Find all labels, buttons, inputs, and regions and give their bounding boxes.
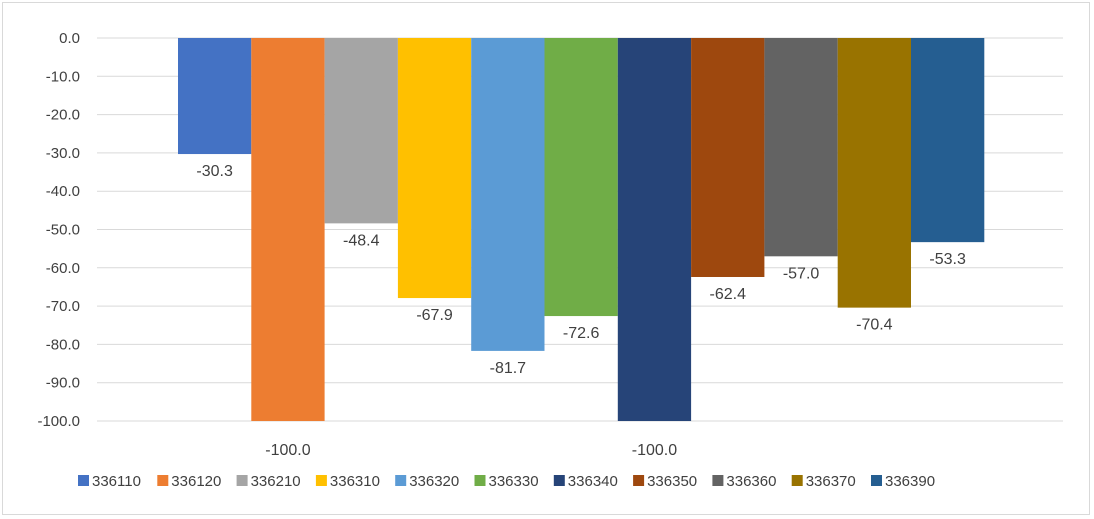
- bar-336350: [691, 38, 765, 277]
- data-label-336320: -81.7: [490, 360, 527, 377]
- legend-swatch-336360: [712, 475, 724, 486]
- bars: [178, 38, 985, 421]
- bar-336310: [397, 38, 472, 299]
- data-label-336350: -62.4: [710, 286, 747, 303]
- legend-swatch-336350: [633, 475, 645, 486]
- legend-label-336210: 336210: [251, 473, 301, 490]
- y-tick-label: -60.0: [46, 260, 80, 277]
- bar-336110: [178, 38, 252, 155]
- y-tick-label: -30.0: [46, 145, 80, 162]
- legend-swatch-336110: [78, 475, 89, 486]
- y-tick-label: -10.0: [46, 68, 80, 85]
- data-label-336110: -30.3: [196, 163, 233, 180]
- legend-label-336390: 336390: [885, 473, 935, 490]
- legend-swatch-336310: [315, 475, 327, 486]
- legend-label-336310: 336310: [330, 473, 380, 490]
- legend-label-336330: 336330: [489, 473, 539, 490]
- bar-336370: [837, 38, 911, 308]
- legend-swatch-336120: [157, 475, 169, 486]
- bar-336330: [544, 38, 618, 317]
- bar-336120: [251, 38, 325, 421]
- bar-336340: [617, 38, 692, 421]
- legend-swatch-336390: [871, 475, 882, 486]
- legend-label-336350: 336350: [647, 473, 697, 490]
- bar-336390: [911, 38, 985, 243]
- legend: 336110 336120 336210 336310 336320 336330 3363…: [78, 473, 935, 490]
- legend-label-336120: 336120: [171, 473, 221, 490]
- legend-label-336320: 336320: [409, 473, 459, 490]
- y-tick-label: -90.0: [46, 375, 80, 392]
- data-label-336330: -72.6: [563, 325, 600, 342]
- data-label-336370: -70.4: [856, 317, 893, 334]
- y-tick-label: 0.0: [59, 30, 80, 47]
- y-tick-label: -70.0: [46, 298, 80, 315]
- legend-label-336370: 336370: [806, 473, 856, 490]
- bar-336210: [324, 38, 398, 224]
- legend-label-336340: 336340: [568, 473, 618, 490]
- bar-336320: [471, 38, 545, 351]
- y-tick-label: -80.0: [46, 336, 80, 353]
- bar-336360: [764, 38, 838, 257]
- legend-swatch-336210: [236, 475, 248, 486]
- data-label-336120: -100.0: [265, 442, 310, 459]
- legend-swatch-336370: [791, 475, 803, 486]
- legend-swatch-336340: [553, 475, 565, 486]
- y-tick-label: -40.0: [46, 183, 80, 200]
- legend-label-336110: 336110: [92, 473, 141, 490]
- y-tick-label: -100.0: [37, 413, 80, 430]
- y-tick-label: -20.0: [46, 107, 80, 124]
- legend-swatch-336320: [395, 475, 407, 486]
- data-label-336360: -57.0: [783, 265, 820, 282]
- y-tick-label: -50.0: [46, 222, 80, 239]
- data-label-336390: -53.3: [929, 251, 966, 268]
- data-label-336340: -100.0: [632, 442, 677, 459]
- legend-swatch-336330: [474, 475, 486, 486]
- data-labels: -30.3 -100.0 -48.4 -67.9 -81.7 -72.6 -100.0 -62…: [196, 163, 966, 459]
- data-label-336210: -48.4: [343, 232, 380, 249]
- data-label-336310: -67.9: [416, 307, 453, 324]
- legend-label-336360: 336360: [726, 473, 776, 490]
- y-axis-ticks: 0.0 -10.0 -20.0 -30.0 -40.0 -50.0 -60.0 -70.0 -8…: [37, 30, 80, 430]
